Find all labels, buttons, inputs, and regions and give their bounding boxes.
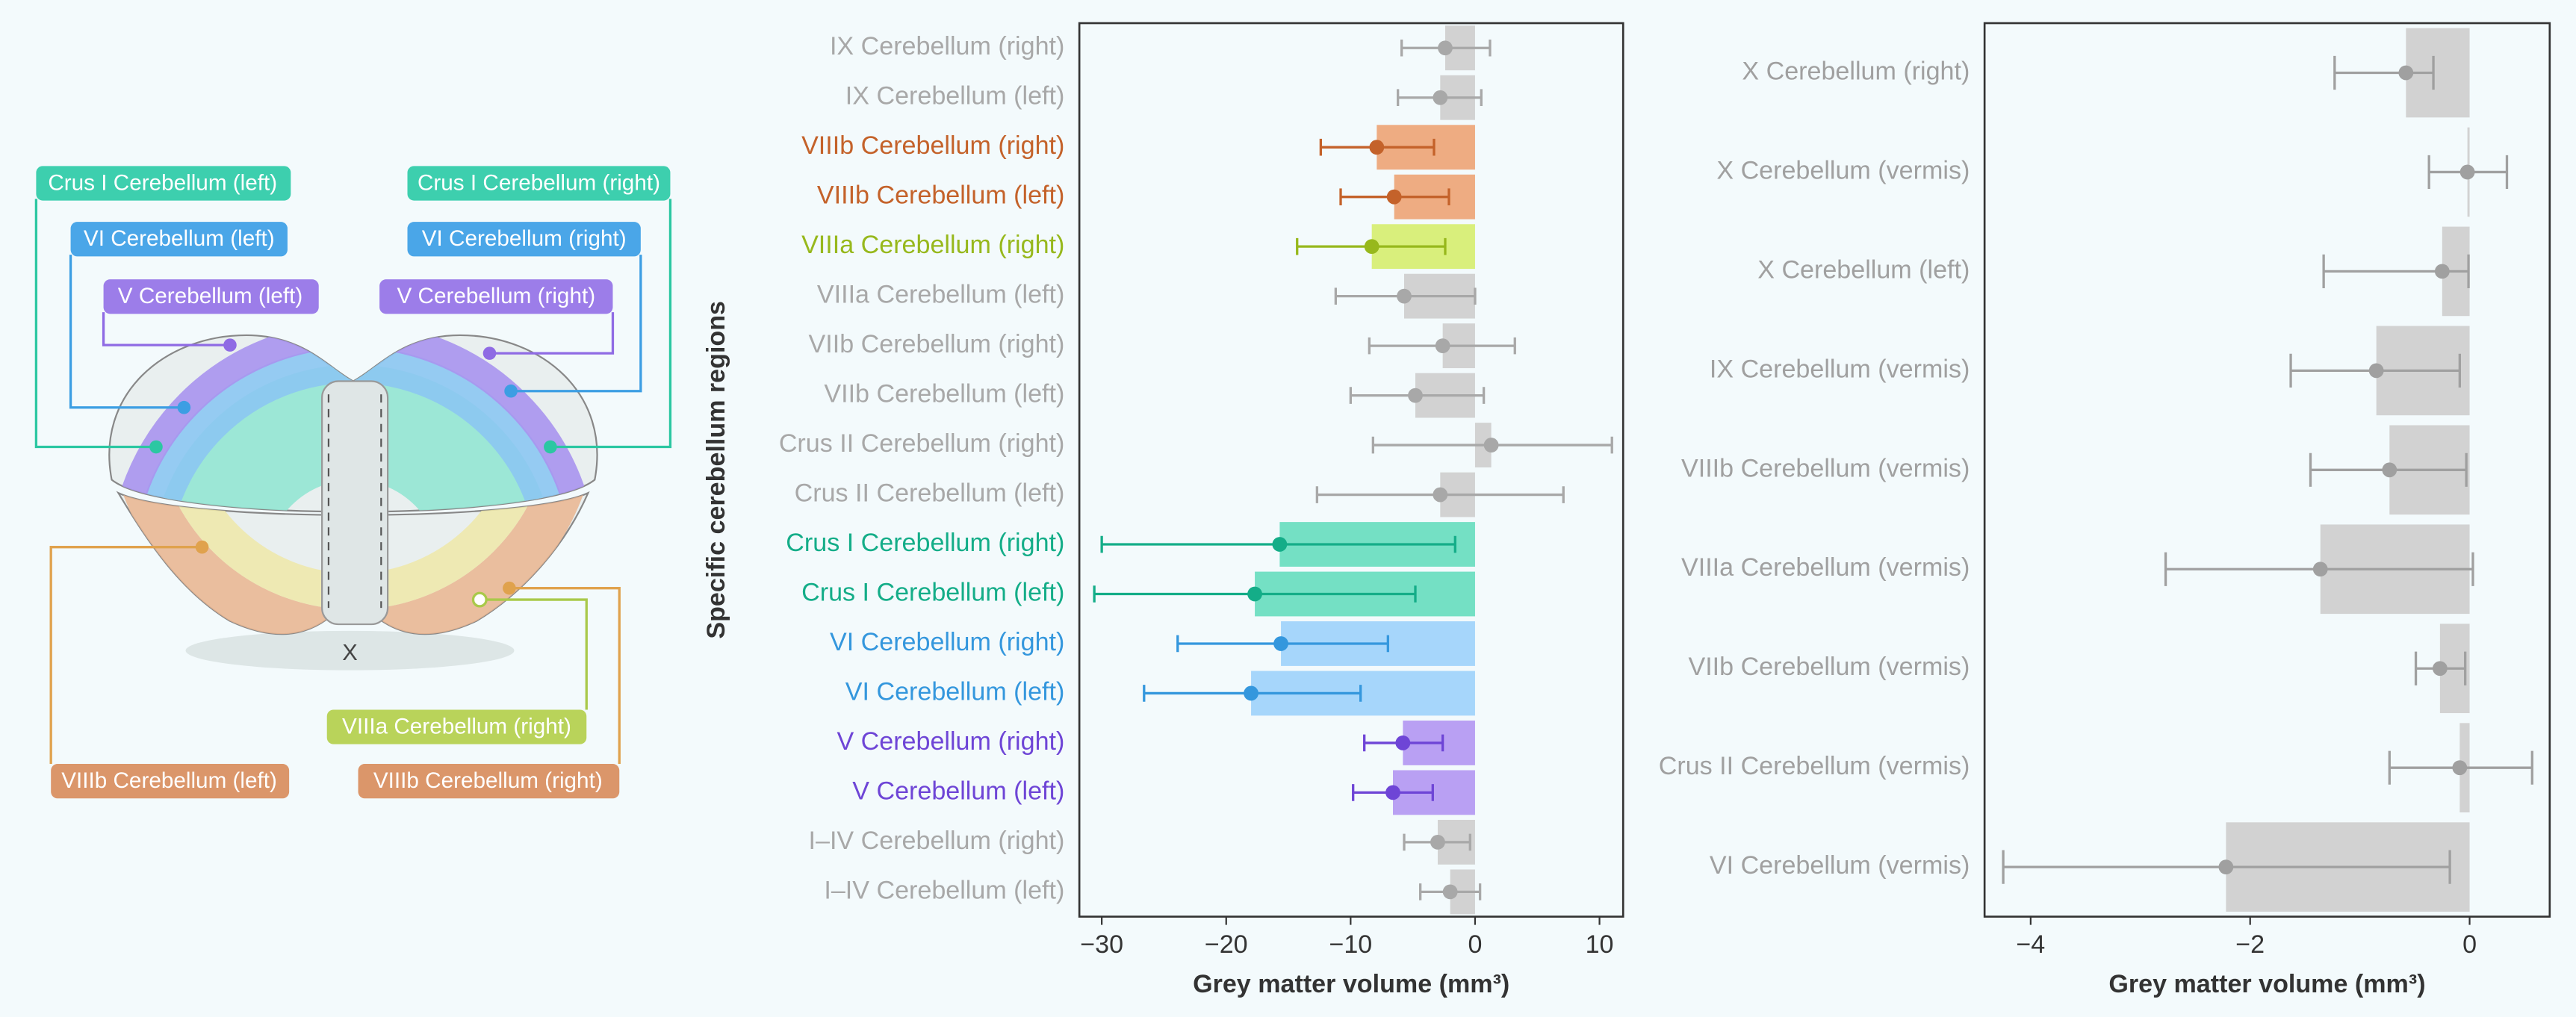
category-label: V Cerebellum (right) [837,727,1064,756]
point [1369,140,1385,155]
region-label: VI Cerebellum (right) [422,226,627,251]
category-label: I–IV Cerebellum (left) [824,876,1064,904]
category-label: V Cerebellum (left) [852,777,1064,805]
category-label: VIIIa Cerebellum (left) [817,281,1064,309]
point [2452,760,2468,776]
x-axis-label: Grey matter volume (mm³) [2108,970,2425,998]
plot-frame [1078,22,1624,918]
x-axis-label: Grey matter volume (mm³) [1193,970,1509,998]
shadow [185,630,515,671]
category-label: Crus II Cerebellum (left) [795,479,1065,508]
charts: IX Cerebellum (right) IX Cerebellum (left… [702,22,2551,998]
leader-dots [149,338,557,608]
region-label: V Cerebellum (right) [397,284,595,308]
category-label: X Cerebellum (right) [1742,57,1970,85]
point [1244,685,1258,701]
point [1397,288,1412,304]
region-label: Crus I Cerebellum (right) [418,170,660,195]
region-mark: X [342,639,358,665]
region-label: VIIIb Cerebellum (left) [61,768,277,793]
point [1433,90,1448,105]
point [1364,239,1379,255]
label-boxes: Crus I Cerebellum (left) Crus I Cerebell… [36,166,671,799]
point [1272,537,1288,552]
point [2459,164,2475,180]
point [2312,562,2328,577]
category-label: VIIIb Cerebellum (left) [817,181,1064,210]
region-label: Crus I Cerebellum (left) [48,170,277,195]
category-label: VI Cerebellum (right) [830,628,1064,656]
point [1430,834,1445,850]
category-label: VIIb Cerebellum (right) [809,330,1065,358]
chart: IX Cerebellum (right) IX Cerebellum (left… [702,22,1624,998]
category-label: VIIb Cerebellum (vermis) [1688,653,1970,681]
region-label: VIIIb Cerebellum (right) [373,768,603,793]
x-tick-label: 0 [2462,930,2477,959]
region-label: VIIIa Cerebellum (right) [342,714,571,738]
category-label: Crus I Cerebellum (left) [801,579,1064,607]
plot-frame [1983,22,2551,918]
point [1385,785,1400,800]
point [1433,487,1448,503]
x-tick-label: −2 [2235,930,2265,959]
point [1435,338,1450,354]
x-tick-label: 10 [1586,930,1614,959]
point [2218,859,2234,875]
x-tick-label: −30 [1080,930,1123,959]
error-bar [2333,55,2435,90]
point [2382,462,2397,478]
category-label: IX Cerebellum (right) [830,32,1064,60]
region-label: VI Cerebellum (left) [84,226,275,251]
point [1483,438,1499,452]
y-axis-label: Specific cerebellum regions [702,301,730,639]
category-label: IX Cerebellum (left) [845,82,1065,111]
chart: X Cerebellum (right) X Cerebellum (vermis… [1659,22,2551,998]
category-label: VI Cerebellum (vermis) [1710,851,1970,880]
category-label: VIIIb Cerebellum (vermis) [1681,454,1970,482]
point [1273,636,1288,651]
category-label: Crus II Cerebellum (vermis) [1659,752,1970,780]
point [1247,586,1262,602]
point [2398,65,2414,81]
point [1408,388,1423,403]
illustration: X Crus I Cerebellum (left) Crus I Cerebe… [34,166,672,799]
x-tick-label: −4 [2016,930,2045,959]
point [1386,189,1402,205]
category-label: X Cerebellum (vermis) [1716,156,1970,184]
x-tick-label: −10 [1329,930,1372,959]
vermis [321,380,389,626]
point [1395,735,1411,750]
point [1442,884,1458,900]
x-tick-label: 0 [1468,930,1482,959]
category-label: I–IV Cerebellum (right) [809,827,1065,855]
point [2368,363,2384,379]
category-label: Crus II Cerebellum (right) [779,429,1065,458]
category-label: VIIIa Cerebellum (vermis) [1681,553,1970,582]
point [2434,264,2450,279]
region-label: V Cerebellum (left) [118,284,302,308]
x-tick-label: −20 [1205,930,1248,959]
category-label: Crus I Cerebellum (right) [786,529,1064,557]
category-label: IX Cerebellum (vermis) [1710,355,1970,383]
point [2432,661,2448,677]
category-label: X Cerebellum (left) [1757,255,1970,284]
category-label: VI Cerebellum (left) [845,677,1065,706]
point [1438,40,1453,56]
category-label: VIIb Cerebellum (left) [824,380,1064,408]
category-label: VIIIa Cerebellum (right) [801,231,1064,259]
category-label: VIIIb Cerebellum (right) [801,131,1064,160]
leader-lines [34,199,672,765]
